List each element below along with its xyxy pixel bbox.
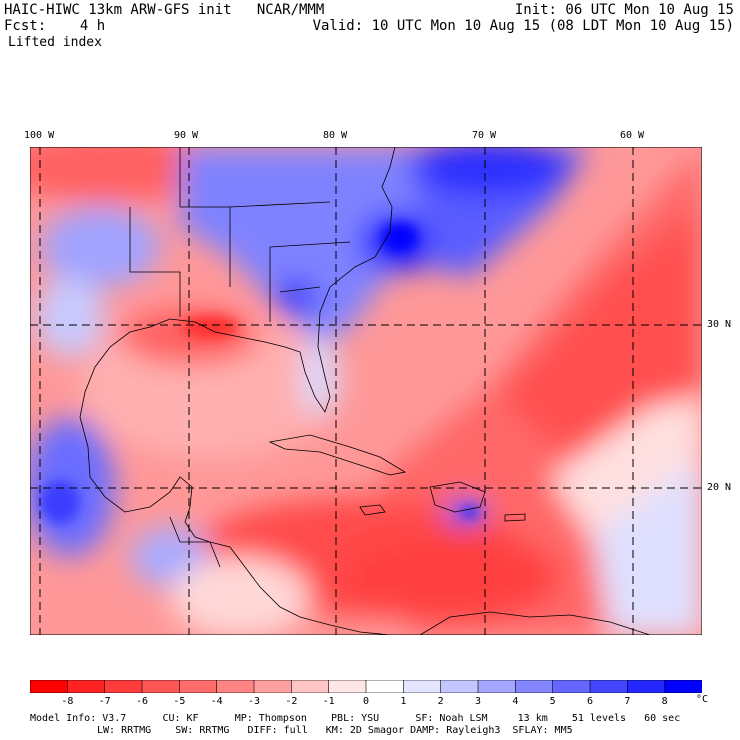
colorbar-tick-label: -4 [210,696,223,707]
colorbar-swatch [664,680,702,693]
coastlines [79,147,651,635]
colorbar-swatch [589,680,629,693]
colorbar-swatch [253,680,293,693]
valid-time: Valid: 10 UTC Mon 10 Aug 15 (08 LDT Mon … [312,18,734,34]
colorbar [30,680,702,693]
colorbar-tick-label: 7 [624,696,631,707]
colorbar-tick-label: -7 [98,696,111,707]
colorbar-tick-label: -2 [285,696,298,707]
colorbar-swatch [291,680,330,693]
colorbar-tick-label: -1 [322,696,335,707]
colorbar-swatch [627,680,666,693]
colorbar-tick-label: 3 [475,696,482,707]
colorbar-swatch [67,680,106,693]
lat-label-20n: 20 N [707,482,732,493]
colorbar-swatch [403,680,442,693]
colorbar-swatch [365,680,405,693]
colorbar-swatch [477,680,517,693]
colorbar-swatch [328,680,367,693]
colorbar-swatch [552,680,591,693]
colorbar-tick-label: 2 [437,696,444,707]
colorbar-tick-label: 6 [587,696,594,707]
colorbar-swatch [141,680,181,693]
lat-label-30n: 30 N [707,319,732,330]
field-blobs [30,147,702,635]
colorbar-swatch [30,680,69,693]
colorbar-tick-label: -5 [173,696,186,707]
colorbar-tick-label: 4 [512,696,519,707]
colorbar-swatch [216,680,255,693]
colorbar-tick-label: 1 [400,696,407,707]
model-info-line1: Model Info: V3.7 CU: KF MP: Thompson PBL… [30,713,681,724]
graticule [30,147,702,635]
colorbar-tick-label: 8 [661,696,668,707]
model-info-line2: LW: RRTMG SW: RRTMG DIFF: full KM: 2D Sm… [97,725,573,736]
lon-label-80w: 80 W [323,130,348,141]
lon-label-60w: 60 W [620,130,645,141]
init-time: Init: 06 UTC Mon 10 Aug 15 [514,2,734,18]
colorbar-unit: °C [696,694,709,705]
colorbar-swatch [440,680,479,693]
lon-label-70w: 70 W [472,130,497,141]
forecast-hour: Fcst: 4 h [4,18,106,34]
colorbar-tick-label: -6 [136,696,149,707]
colorbar-swatch [179,680,218,693]
lifted-index-map [30,147,702,635]
colorbar-tick-label: 0 [363,696,370,707]
lon-label-90w: 90 W [174,130,199,141]
colorbar-tick-label: -8 [61,696,74,707]
lon-label-100w: 100 W [24,130,55,141]
colorbar-tick-label: -3 [248,696,261,707]
model-title: HAIC-HIWC 13km ARW-GFS init NCAR/MMM [4,2,325,18]
colorbar-swatch [515,680,554,693]
colorbar-tick-label: 5 [549,696,556,707]
colorbar-swatch [104,680,143,693]
field-name: Lifted index [8,35,102,50]
